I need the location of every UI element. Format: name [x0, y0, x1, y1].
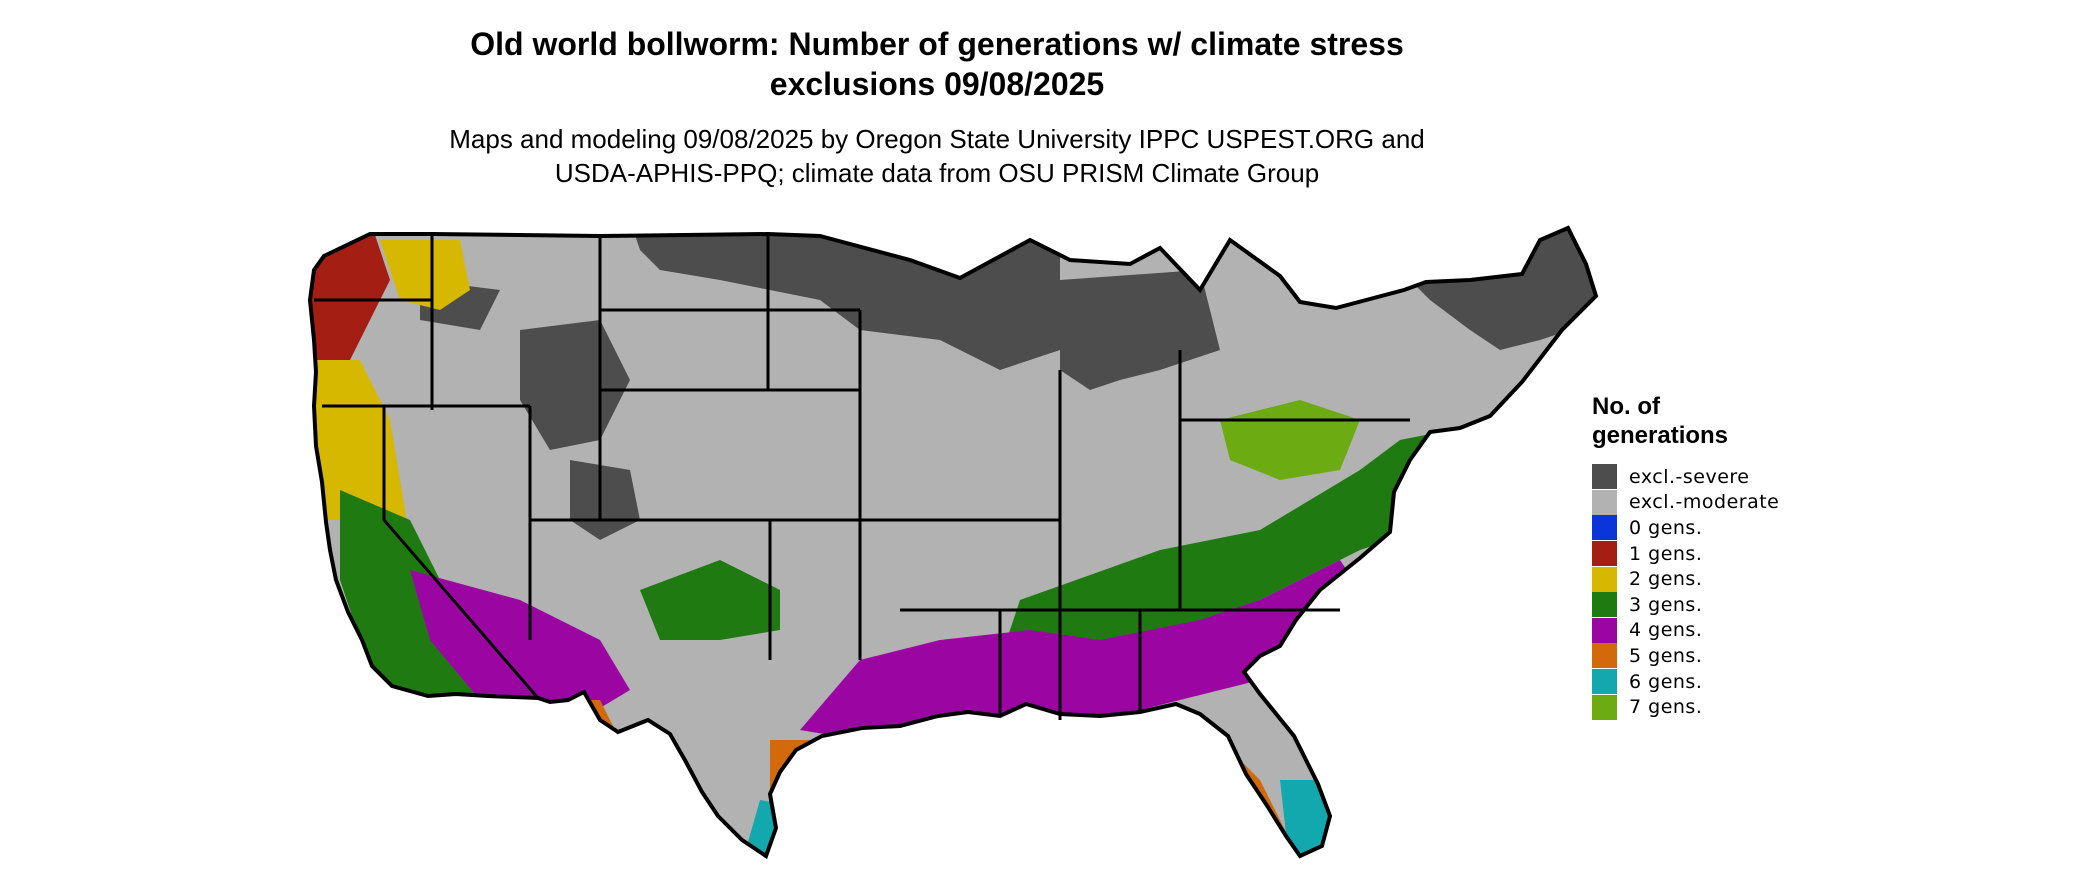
legend-title: No. of generations — [1592, 392, 1852, 450]
map-subtitle-line-1: Maps and modeling 09/08/2025 by Oregon S… — [449, 124, 1425, 154]
map-title-line-1: Old world bollworm: Number of generation… — [470, 26, 1404, 62]
legend-item: 4 gens. — [1592, 617, 1852, 644]
legend-title-line-1: No. of — [1592, 393, 1660, 420]
legend-swatch — [1592, 669, 1617, 695]
legend-label: 3 gens. — [1629, 593, 1703, 616]
us-generations-map — [308, 226, 1598, 858]
legend-label: 0 gens. — [1629, 516, 1703, 539]
map-subtitle: Maps and modeling 09/08/2025 by Oregon S… — [0, 122, 1874, 190]
legend-swatch — [1592, 541, 1617, 567]
legend-item: 2 gens. — [1592, 566, 1852, 592]
legend: No. of generations excl.-severe excl.-mod… — [1592, 392, 1852, 720]
legend-swatch — [1592, 694, 1617, 720]
zone-3-gen-colorado-plateau — [640, 560, 780, 640]
legend-item: excl.-severe — [1592, 464, 1852, 490]
legend-swatch — [1592, 592, 1617, 618]
map-title-line-2: exclusions 09/08/2025 — [769, 66, 1105, 102]
legend-title-line-2: generations — [1592, 422, 1729, 449]
legend-label: 1 gens. — [1629, 542, 1703, 565]
legend-item: 7 gens. — [1592, 694, 1852, 720]
state-borders — [314, 234, 1410, 720]
border-ca-nv — [382, 406, 540, 699]
legend-swatch — [1592, 617, 1617, 643]
legend-swatch — [1592, 643, 1617, 669]
legend-swatch — [1592, 464, 1617, 490]
legend-label: 4 gens. — [1629, 619, 1703, 642]
zone-3-gen-mid-south — [1000, 430, 1450, 660]
zone-4-gen-southwest-desert — [410, 570, 630, 720]
legend-label: 5 gens. — [1629, 644, 1703, 667]
legend-items: excl.-severe excl.-moderate 0 gens. 1 gens.… — [1592, 464, 1852, 720]
legend-label: excl.-moderate — [1629, 491, 1780, 514]
legend-label: excl.-severe — [1629, 465, 1750, 488]
zone-4-gen-south — [800, 560, 1360, 740]
legend-label: 2 gens. — [1629, 568, 1703, 591]
map-header: Old world bollworm: Number of generation… — [0, 24, 1874, 190]
legend-item: 1 gens. — [1592, 541, 1852, 567]
legend-item: 3 gens. — [1592, 592, 1852, 618]
map-subtitle-line-2: USDA-APHIS-PPQ; climate data from OSU PR… — [554, 158, 1320, 188]
legend-item: excl.-moderate — [1592, 489, 1852, 516]
legend-label: 6 gens. — [1629, 670, 1703, 693]
legend-item: 6 gens. — [1592, 669, 1852, 695]
map-title: Old world bollworm: Number of generation… — [0, 24, 1874, 104]
legend-label: 7 gens. — [1629, 696, 1703, 719]
zone-2-gen-columbia-basin — [380, 240, 470, 310]
generation-zones — [310, 228, 1596, 856]
zone-6-gen-south-florida — [1280, 780, 1340, 856]
legend-swatch — [1592, 566, 1617, 592]
zone-excl-severe-rockies — [520, 320, 630, 450]
legend-swatch — [1592, 489, 1617, 515]
legend-swatch — [1592, 515, 1617, 541]
legend-item: 0 gens. — [1592, 515, 1852, 541]
legend-item: 5 gens. — [1592, 643, 1852, 669]
